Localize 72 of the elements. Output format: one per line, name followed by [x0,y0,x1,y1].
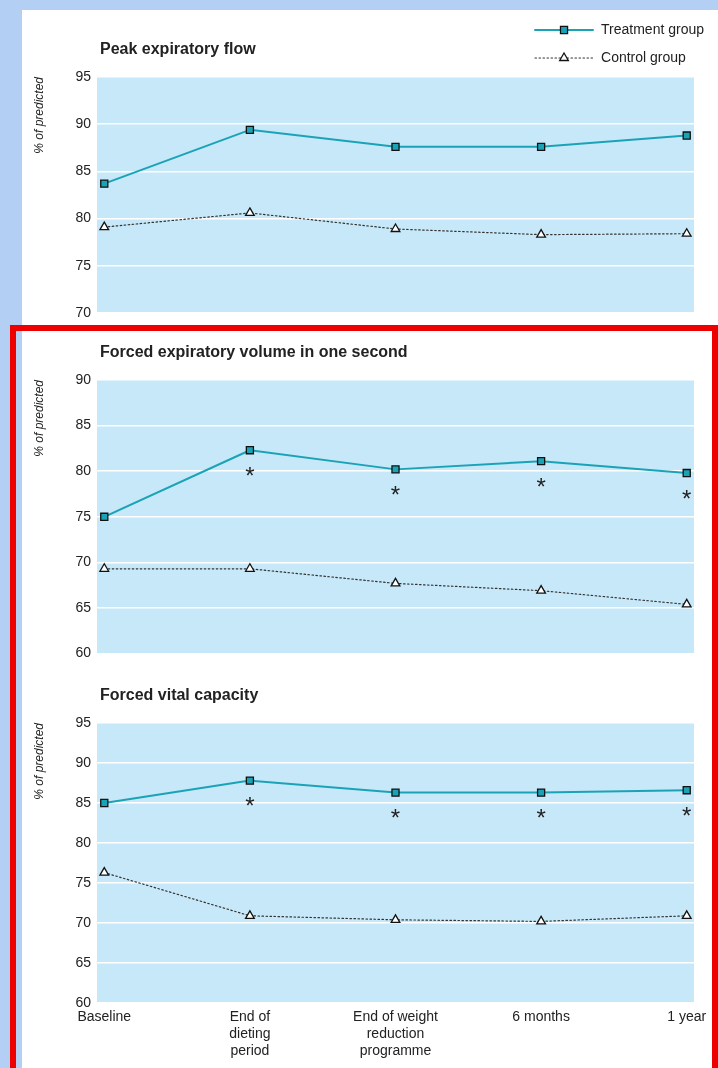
y-axis-title: % of predicted [31,76,46,154]
point [682,131,691,140]
y-tick-label: 95 [75,67,92,84]
y-tick-label: 80 [75,209,92,226]
x-tick-label: 6 months [512,1008,570,1025]
point [681,598,692,608]
point [682,468,691,478]
point [100,798,109,808]
y-tick-label: 85 [75,793,92,810]
point [99,866,110,876]
point [244,910,255,919]
y-tick-label: 90 [75,115,92,132]
chart-title: Peak expiratory flow [100,40,257,58]
y-tick-label: 70 [75,553,92,570]
y-axis-title: % of predicted [31,722,46,800]
point [390,577,401,587]
point [536,456,546,466]
y-tick-label: 60 [75,993,92,1010]
y-tick-label: 70 [75,303,92,320]
legend-label: Treatment group [601,20,705,37]
point [536,585,547,594]
point [390,223,401,233]
x-tick-label: End of dieting period [229,1008,271,1058]
annotation: * [245,792,255,820]
y-tick-label: 75 [75,256,92,273]
point [244,563,255,572]
point [391,788,400,797]
point [536,915,547,925]
annotation: * [682,484,692,512]
annotation: * [390,804,401,832]
y-tick-label: 95 [75,713,92,730]
y-tick-label: 90 [75,370,92,387]
point [536,142,546,152]
point [682,786,691,795]
y-tick-label: 65 [75,953,92,970]
annotation: * [536,804,546,832]
point [536,788,546,797]
point [244,207,255,217]
annotation: * [536,472,546,500]
point [391,142,400,152]
y-tick-label: 60 [75,644,92,661]
point [245,446,255,455]
y-tick-label: 65 [75,598,92,615]
x-tick-label: 1 year [667,1008,707,1025]
point [245,125,255,135]
y-tick-label: 90 [75,753,92,770]
y-tick-label: 75 [75,873,92,890]
annotation: * [245,461,255,489]
y-tick-label: 80 [75,833,92,850]
point [681,910,692,919]
y-tick-label: 80 [75,462,92,479]
y-tick-label: 70 [75,913,92,930]
point [100,179,109,188]
chart-title: Forced vital capacity [100,686,259,704]
point [99,563,110,572]
point [245,776,255,785]
y-tick-label: 85 [75,162,92,179]
y-tick-label: 85 [75,416,92,433]
annotation: * [682,801,692,829]
point [390,914,401,923]
point [99,221,110,231]
y-tick-label: 75 [75,507,92,524]
legend-label: Control group [601,48,687,65]
y-axis-title: % of predicted [31,379,46,457]
annotation: * [390,481,401,509]
point [536,229,547,238]
point [681,228,692,237]
x-tick-label: End of weight reduction programme [353,1008,439,1058]
point [391,465,400,474]
x-tick-label: Baseline [77,1008,132,1025]
chart-title: Forced expiratory volume in one second [100,343,408,361]
point [100,512,109,521]
